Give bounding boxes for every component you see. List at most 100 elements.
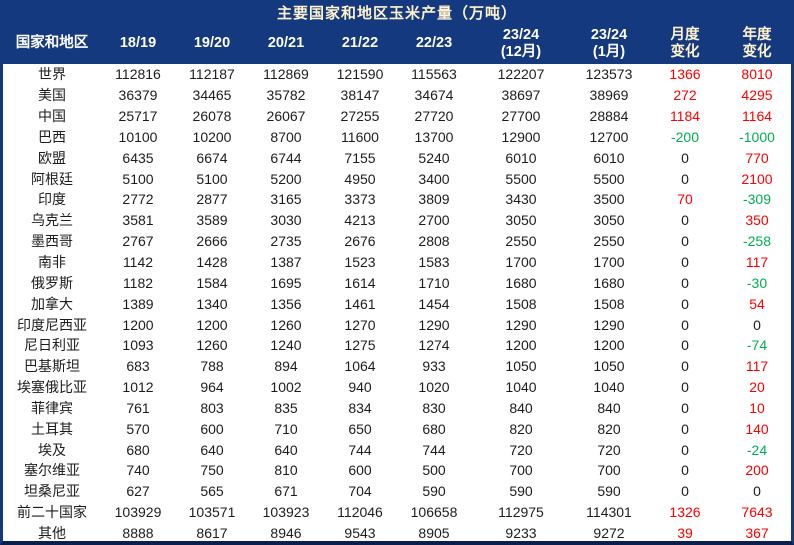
region-name: 欧盟 xyxy=(38,149,66,166)
production-value: 28884 xyxy=(589,108,629,125)
production-value: 810 xyxy=(274,462,298,479)
production-value: 8946 xyxy=(270,524,302,541)
table-row: 巴基斯坦 683 788 894 1064 933 1050 1050 0 117 xyxy=(3,356,791,377)
production-value: 1200 xyxy=(593,337,625,354)
production-value: 1340 xyxy=(196,295,228,312)
monthly-change: 0 xyxy=(681,295,689,312)
production-value: 121590 xyxy=(336,66,384,83)
yearly-change: 7643 xyxy=(741,504,773,521)
production-value: 1356 xyxy=(270,295,302,312)
yearly-change: -30 xyxy=(746,274,768,291)
production-value: 1387 xyxy=(270,254,302,271)
production-value: 1020 xyxy=(418,379,450,396)
production-value: 3589 xyxy=(196,212,228,229)
production-value: 3581 xyxy=(122,212,154,229)
production-value: 38697 xyxy=(501,87,541,104)
column-header: 年度 变化 xyxy=(723,25,791,64)
yearly-change: -24 xyxy=(746,441,768,458)
region-name: 坦桑尼亚 xyxy=(24,483,80,500)
yearly-change: 1164 xyxy=(741,108,773,125)
yearly-change: 117 xyxy=(745,358,769,375)
production-value: 803 xyxy=(200,399,224,416)
production-value: 8700 xyxy=(270,128,302,145)
yearly-change: 54 xyxy=(749,295,765,312)
production-value: 6674 xyxy=(196,149,228,166)
region-name: 尼日利亚 xyxy=(24,337,80,354)
production-value: 10100 xyxy=(118,128,158,145)
table-row: 阿根廷 5100 5100 5200 4950 3400 5500 5500 0 2100 xyxy=(3,168,791,189)
production-value: 964 xyxy=(200,379,224,396)
table-row: 乌克兰 3581 3589 3030 4213 2700 3050 3050 0 350 xyxy=(3,210,791,231)
production-value: 8888 xyxy=(122,524,154,541)
table-row: 加拿大 1389 1340 1356 1461 1454 1508 1508 0 54 xyxy=(3,293,791,314)
production-value: 6435 xyxy=(122,149,154,166)
yearly-change: 200 xyxy=(745,462,769,479)
region-name: 阿根廷 xyxy=(31,170,73,187)
production-value: 2700 xyxy=(418,212,450,229)
production-value: 933 xyxy=(422,358,446,375)
production-value: 671 xyxy=(274,483,298,500)
production-value: 1454 xyxy=(418,295,450,312)
production-value: 2676 xyxy=(344,233,376,250)
production-value: 1050 xyxy=(593,358,625,375)
production-value: 1695 xyxy=(270,274,302,291)
region-name: 美国 xyxy=(38,87,66,104)
monthly-change: 0 xyxy=(681,316,689,333)
production-value: 12700 xyxy=(589,128,629,145)
production-value: 3373 xyxy=(344,191,376,208)
production-value: 13700 xyxy=(414,128,454,145)
region-name: 加拿大 xyxy=(31,295,73,312)
production-value: 3165 xyxy=(270,191,302,208)
production-value: 122207 xyxy=(497,66,545,83)
production-value: 2808 xyxy=(418,233,450,250)
column-header: 19/20 xyxy=(175,25,249,64)
production-value: 680 xyxy=(422,420,446,437)
production-value: 5100 xyxy=(196,170,228,187)
region-name: 世界 xyxy=(38,66,66,83)
region-name: 俄罗斯 xyxy=(31,274,73,291)
table-row: 巴西 10100 10200 8700 11600 13700 12900 12700 -200… xyxy=(3,127,791,148)
table-row: 菲律宾 761 803 835 834 830 840 840 0 10 xyxy=(3,398,791,419)
table-row: 埃及 680 640 640 744 744 720 720 0 -24 xyxy=(3,439,791,460)
production-value: 112046 xyxy=(337,504,383,521)
production-value: 1290 xyxy=(593,316,625,333)
production-value: 6010 xyxy=(593,149,625,166)
region-name: 乌克兰 xyxy=(31,212,73,229)
production-value: 744 xyxy=(348,441,372,458)
production-value: 112187 xyxy=(189,66,235,83)
production-value: 106658 xyxy=(410,504,458,521)
production-value: 1275 xyxy=(344,337,376,354)
production-value: 9272 xyxy=(593,524,625,541)
column-header: 20/21 xyxy=(249,25,323,64)
yearly-change: 140 xyxy=(745,420,769,437)
production-value: 840 xyxy=(597,399,621,416)
yearly-change: -1000 xyxy=(739,128,775,145)
production-value: 1040 xyxy=(505,379,537,396)
production-value: 7155 xyxy=(344,149,376,166)
production-value: 4950 xyxy=(344,170,376,187)
production-value: 27255 xyxy=(340,108,380,125)
table-row: 其他 8888 8617 8946 9543 8905 9233 9272 39 367 xyxy=(3,523,791,541)
yearly-change: -258 xyxy=(742,233,772,250)
production-value: 3030 xyxy=(270,212,302,229)
production-value: 830 xyxy=(422,399,446,416)
production-value: 834 xyxy=(348,399,372,416)
production-value: 1290 xyxy=(505,316,537,333)
monthly-change: 0 xyxy=(681,420,689,437)
production-value: 1200 xyxy=(505,337,537,354)
production-value: 38147 xyxy=(340,87,380,104)
production-value: 590 xyxy=(422,483,446,500)
column-header: 月度 变化 xyxy=(647,25,723,64)
production-value: 27700 xyxy=(501,108,541,125)
region-name: 其他 xyxy=(38,524,66,541)
table-row: 墨西哥 2767 2666 2735 2676 2808 2550 2550 0 -258 xyxy=(3,231,791,252)
production-value: 1064 xyxy=(344,358,376,375)
monthly-change: 0 xyxy=(681,149,689,166)
production-value: 2767 xyxy=(122,233,154,250)
production-value: 34674 xyxy=(414,87,454,104)
production-value: 1583 xyxy=(418,254,450,271)
table-row: 塞尔维亚 740 750 810 600 500 700 700 0 200 xyxy=(3,460,791,481)
production-value: 940 xyxy=(348,379,372,396)
production-value: 1523 xyxy=(344,254,376,271)
